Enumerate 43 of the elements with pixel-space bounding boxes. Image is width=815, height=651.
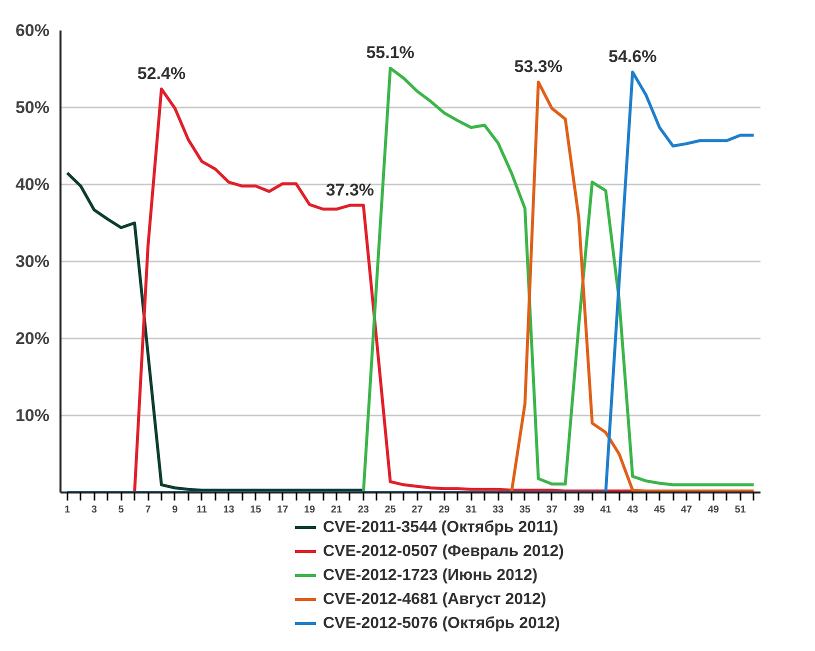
- x-tick-label: 21: [330, 504, 342, 516]
- y-tick-label: 30%: [15, 252, 50, 271]
- x-tick-label: 25: [384, 504, 396, 516]
- line-series: [510, 80, 756, 492]
- x-tick-label: 29: [438, 504, 450, 516]
- x-tick-label: 23: [358, 504, 370, 516]
- x-tick-label: 17: [277, 504, 289, 516]
- x-tick-label: 33: [492, 504, 504, 516]
- x-tick-label: 47: [680, 504, 692, 516]
- x-tick-label: 13: [223, 504, 235, 516]
- x-tick-label: 3: [91, 504, 98, 516]
- x-tick-label: 45: [654, 504, 666, 516]
- x-tick-label: 27: [412, 504, 424, 516]
- x-tick-label: 19: [304, 504, 316, 516]
- y-tick-label: 40%: [15, 175, 50, 194]
- annotation: 52.4%: [137, 64, 186, 84]
- x-tick-label: 1: [64, 504, 70, 516]
- x-tick-label: 41: [600, 504, 612, 516]
- x-tick-label: 15: [250, 504, 262, 516]
- x-tick-label: 49: [708, 504, 720, 516]
- legend-label: CVE-2012-1723 (Июнь 2012): [323, 567, 538, 584]
- annotation: 53.3%: [514, 57, 562, 76]
- y-tick-label: 10%: [15, 406, 50, 425]
- x-tick-label: 37: [546, 504, 558, 516]
- x-tick-label: 51: [734, 504, 746, 516]
- legend-label: CVE-2012-0507 (Февраль 2012): [323, 543, 564, 560]
- y-tick-label: 60%: [15, 21, 50, 40]
- annotation: 54.6%: [608, 47, 657, 66]
- x-tick-label: 7: [145, 504, 152, 516]
- annotation: 55.1%: [366, 43, 414, 62]
- x-tick-label: 5: [118, 504, 124, 516]
- x-tick-label: 31: [466, 504, 478, 516]
- y-tick-label: 20%: [15, 329, 50, 348]
- x-tick-label: 9: [172, 504, 178, 516]
- x-tick-label: 43: [627, 504, 639, 516]
- legend-label: CVE-2012-5076 (Октябрь 2012): [323, 615, 560, 632]
- x-tick-label: 35: [519, 504, 531, 516]
- annotation: 37.3%: [326, 180, 374, 200]
- y-tick-label: 50%: [15, 98, 50, 117]
- legend-label: CVE-2012-4681 (Август 2012): [323, 591, 546, 608]
- x-tick-label: 11: [196, 504, 208, 516]
- x-tick-label: 39: [573, 504, 585, 516]
- legend-label: CVE-2011-3544 (Октябрь 2011): [323, 519, 558, 536]
